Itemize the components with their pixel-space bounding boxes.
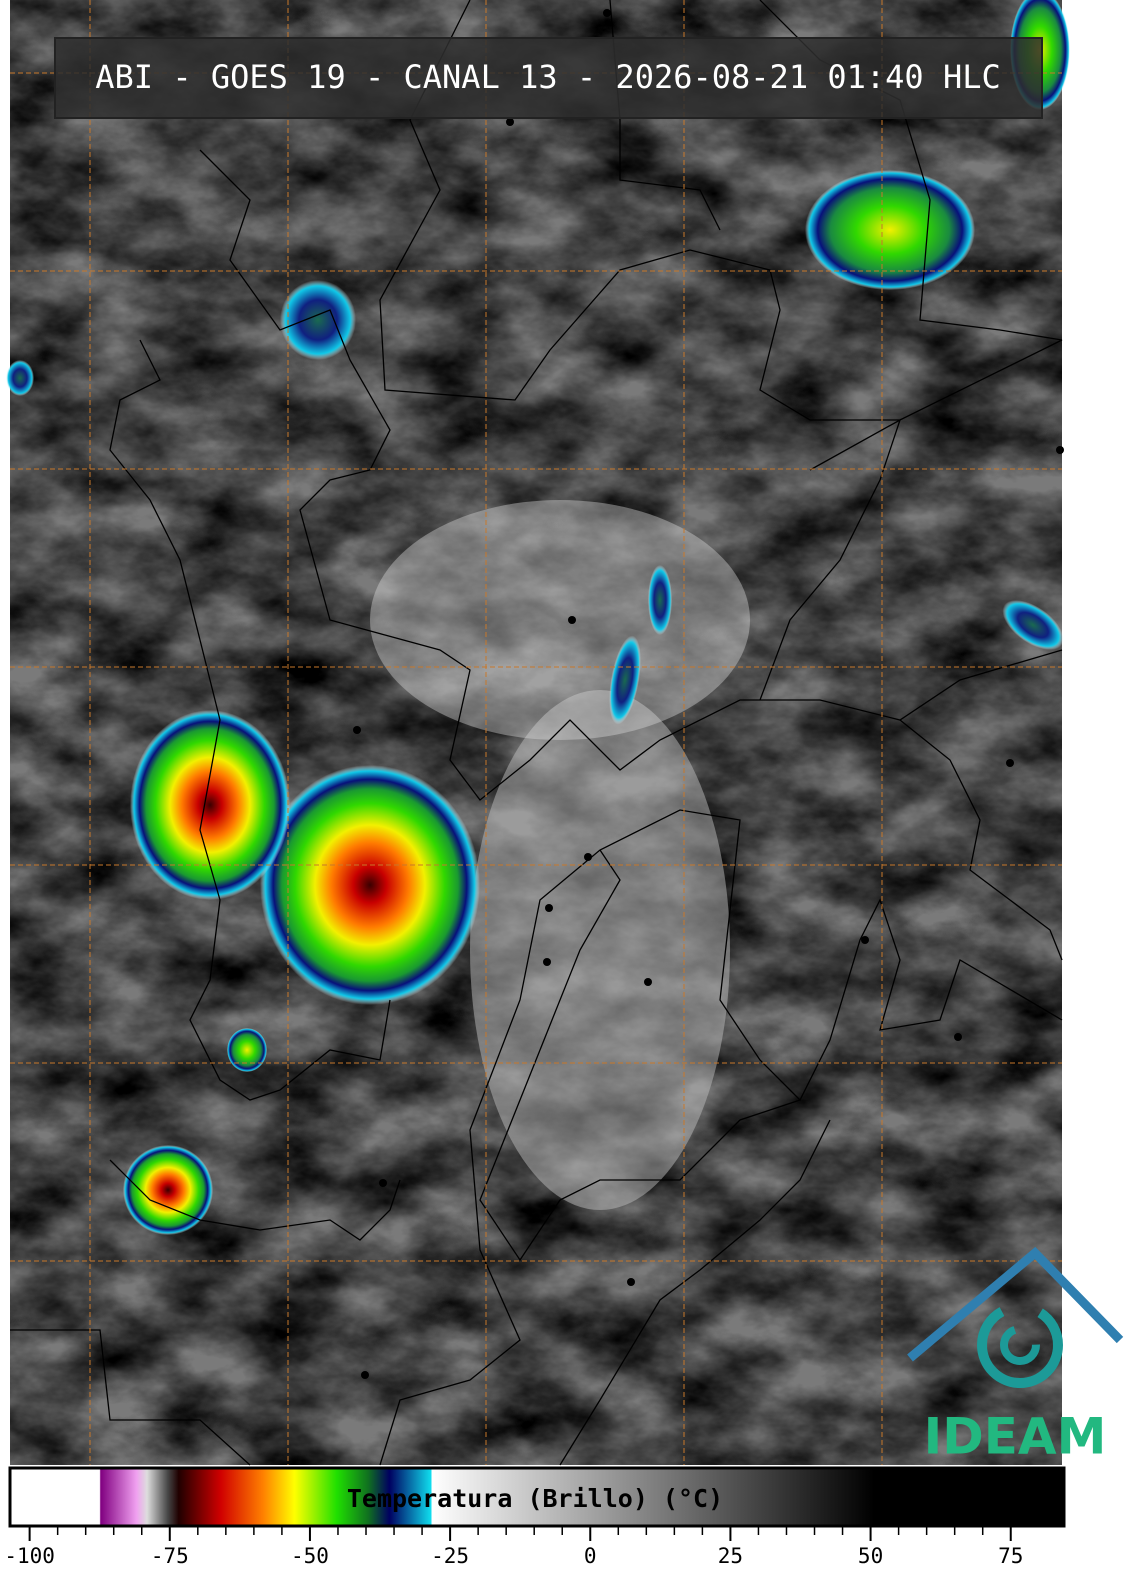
colorbar-tick-label: 25	[718, 1544, 743, 1568]
title: ABI - GOES 19 - CANAL 13 - 2026-08-21 01…	[95, 58, 1000, 96]
colorbar-tick-label: -50	[291, 1544, 329, 1568]
colorbar-tick-label: -75	[151, 1544, 189, 1568]
lat-lon-grid	[10, 0, 1062, 1465]
colorbar-tick-label: -25	[431, 1544, 469, 1568]
storm-cells	[6, 0, 1070, 1235]
title-box	[54, 37, 1043, 119]
logo-text: IDEAM	[924, 1408, 1107, 1466]
colorbar-tick-label: 75	[998, 1544, 1023, 1568]
colorbar-tick-label: -100	[4, 1544, 55, 1568]
city-markers	[353, 9, 1064, 1379]
colorbar	[8, 1466, 1066, 1528]
logo: IDEAM	[907, 1246, 1124, 1466]
colorbar-tick-label: 0	[584, 1544, 597, 1568]
colorbar-label: Temperatura (Brillo) (°C)	[347, 1484, 723, 1513]
colorbar-tick-label: 50	[858, 1544, 883, 1568]
colorbar-ticks: -100 -75 -50 -25 0 25 50 75	[4, 1527, 1023, 1568]
